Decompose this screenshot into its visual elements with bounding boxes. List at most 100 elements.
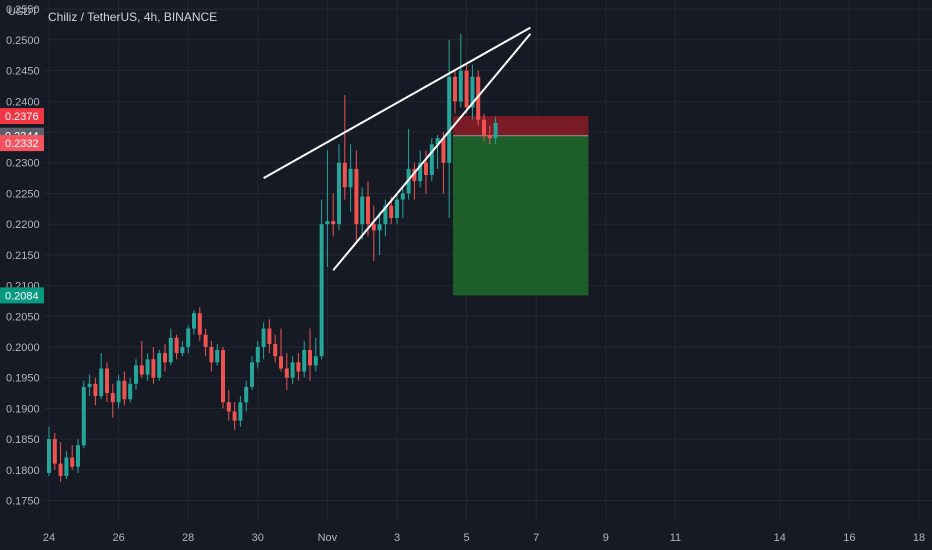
candle	[81, 380, 86, 449]
price-label-bg	[0, 108, 44, 125]
trendlines[interactable]	[263, 26, 532, 271]
candle	[284, 353, 289, 390]
candle	[163, 343, 167, 372]
candle	[377, 211, 382, 255]
time-tick-label: 18	[913, 532, 925, 544]
candle-body	[458, 70, 463, 102]
candle-body	[174, 337, 179, 354]
time-axis[interactable]: 24 26 28 30 Nov 3 5 7 9 11 14 16 18	[43, 532, 925, 544]
position-tool[interactable]	[453, 116, 589, 296]
candle-body	[122, 380, 127, 400]
stop-loss-zone[interactable]	[453, 116, 589, 136]
candle-body	[47, 439, 51, 473]
candle-body	[354, 168, 359, 225]
price-label: 0.2084	[0, 287, 44, 304]
upper-trendline[interactable]	[263, 26, 531, 179]
candle-body	[383, 205, 388, 225]
candle	[342, 95, 347, 200]
candle	[313, 337, 318, 372]
candle-body	[424, 162, 428, 176]
candle	[383, 199, 388, 237]
candle	[360, 187, 365, 240]
candle-body	[215, 350, 220, 363]
price-tick-label: 0.2150	[6, 250, 40, 262]
candle-body	[464, 70, 469, 108]
candle-body	[52, 439, 57, 464]
candle-body	[105, 368, 109, 394]
time-tick-label: 9	[603, 532, 609, 544]
price-tick-label: 0.2000	[6, 342, 40, 354]
candle	[273, 334, 278, 363]
candle	[232, 402, 237, 430]
candle-body	[151, 359, 156, 378]
candle-body	[192, 313, 196, 329]
candle	[157, 350, 162, 381]
candle-body	[110, 393, 115, 403]
candle	[99, 353, 104, 400]
candle	[174, 334, 179, 360]
candle-body	[418, 162, 423, 182]
time-tick-label: Nov	[318, 532, 338, 544]
candle-body	[209, 346, 214, 363]
take-profit-zone[interactable]	[453, 135, 589, 296]
candle	[371, 205, 376, 261]
candle	[250, 356, 254, 390]
candle	[221, 346, 225, 409]
candle-body	[203, 334, 208, 347]
time-tick-label: 11	[670, 532, 681, 544]
candle-body	[319, 224, 324, 357]
candle-body	[284, 368, 289, 378]
candle-body	[186, 328, 191, 347]
price-tick-label: 0.2500	[6, 35, 40, 47]
candle	[47, 426, 51, 476]
candle-body	[267, 328, 272, 344]
candle	[296, 353, 301, 381]
candle-body	[116, 380, 121, 403]
lower-trendline[interactable]	[332, 33, 532, 271]
candle-body	[157, 353, 162, 378]
candle	[395, 193, 399, 225]
time-tick-label: 14	[774, 532, 786, 544]
candle	[476, 70, 481, 126]
candle	[226, 389, 231, 421]
candle-body	[325, 221, 330, 225]
time-tick-label: 28	[182, 532, 194, 544]
candle	[464, 64, 469, 114]
candle-body	[255, 346, 260, 363]
candle	[261, 322, 266, 360]
time-tick-label: 3	[394, 532, 400, 544]
candle-body	[128, 383, 133, 400]
candle-body	[308, 350, 312, 366]
candle	[337, 144, 341, 231]
candle	[412, 162, 417, 200]
candle	[244, 380, 249, 412]
candle	[354, 150, 359, 243]
candle	[267, 319, 272, 354]
candle-body	[342, 162, 347, 188]
candle-body	[400, 193, 405, 200]
candle-body	[290, 362, 295, 378]
time-tick-label: 26	[112, 532, 124, 544]
time-tick-label: 30	[252, 532, 264, 544]
price-tick-label: 0.2400	[6, 96, 40, 108]
candle	[348, 144, 353, 212]
candle	[52, 432, 57, 470]
candle	[209, 340, 214, 372]
candle-body	[76, 445, 80, 467]
price-tick-label: 0.2450	[6, 66, 40, 78]
candle	[203, 328, 208, 357]
price-tick-label: 0.1850	[6, 434, 40, 446]
candle-body	[250, 362, 254, 387]
price-label-bg	[0, 287, 44, 304]
candle-body	[279, 356, 283, 369]
candle-body	[487, 135, 492, 139]
candle	[302, 340, 307, 378]
candle-body	[313, 356, 318, 366]
candle	[64, 451, 69, 480]
candle-body	[145, 359, 150, 375]
candle-body	[221, 350, 225, 403]
candle	[279, 328, 283, 372]
candle	[215, 343, 220, 366]
candle-body	[226, 402, 231, 412]
